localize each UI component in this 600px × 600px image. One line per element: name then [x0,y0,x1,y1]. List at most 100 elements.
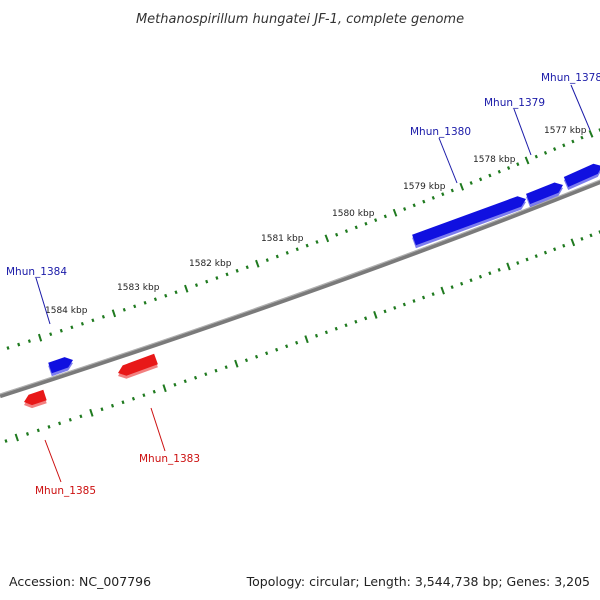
minor-tick [450,188,454,193]
minor-tick [59,328,63,333]
minor-tick [543,250,548,255]
major-tick [184,284,189,293]
kbp-label-1578: 1578 kbp [473,155,516,165]
gene-features [24,163,600,409]
minor-tick [441,192,445,197]
accession-text: Accession: NC_007796 [9,574,152,589]
minor-tick [101,314,105,319]
minor-tick [562,243,566,248]
major-tick [324,234,330,243]
minor-tick [412,299,416,303]
major-tick [14,433,19,442]
minor-tick [215,276,219,280]
minor-tick [552,147,557,152]
minor-tick [122,307,126,312]
minor-tick [49,332,53,337]
major-tick [162,384,167,393]
minor-tick [305,243,309,248]
minor-tick [580,135,584,140]
minor-tick [516,261,520,265]
minor-tick [285,251,289,255]
minor-tick [344,323,348,328]
minor-tick [25,432,30,436]
minor-tick [70,325,74,330]
ruler-labels: 1577 kbp 1578 kbp 1579 kbp 1580 kbp 1581… [45,126,587,316]
minor-tick [422,199,426,204]
minor-tick [193,375,198,380]
minor-tick [58,421,62,426]
minor-tick [543,150,548,155]
gene-labels: Mhun_1378 Mhun_1379 Mhun_1380 Mhun_1384 … [6,72,600,497]
major-tick [255,259,260,268]
gene-arrow-mhun-1378 [563,163,600,187]
genome-backbone [0,179,600,399]
minor-tick [364,316,368,321]
kbp-label-1582: 1582 kbp [189,259,232,269]
minor-tick [142,393,146,398]
minor-tick [80,321,84,326]
topology-text: Topology: circular; Length: 3,544,738 bp… [246,574,590,589]
gene-label-mhun-1384: Mhun_1384 [6,266,67,278]
minor-tick [412,203,416,208]
gene-label-mhun-1383: Mhun_1383 [139,453,200,465]
minor-tick [27,339,31,343]
minor-tick [534,154,538,159]
minor-tick [205,279,209,284]
minor-tick [194,283,199,287]
minor-tick [534,254,538,258]
minor-tick [68,417,72,422]
minor-tick [275,254,279,259]
minor-tick [571,139,575,144]
minor-tick [174,290,178,295]
minor-tick [4,439,8,443]
major-tick [588,129,594,138]
minor-tick [173,382,177,387]
minor-tick [225,272,229,277]
minor-tick [393,306,397,310]
kbp-label-1580: 1580 kbp [332,209,375,219]
minor-tick [460,281,464,286]
gene-label-mhun-1378: Mhun_1378 [541,72,600,84]
minor-tick [214,368,218,373]
gene-leader-line [570,84,591,131]
kbp-label-1581: 1581 kbp [261,234,304,244]
minor-tick [314,333,319,338]
gene-arrow-mhun-1380 [412,196,526,246]
minor-tick [133,304,137,309]
minor-tick [383,214,387,219]
minor-tick [553,247,557,252]
minor-tick [450,285,454,289]
minor-tick [143,300,147,305]
kbp-label-1577: 1577 kbp [544,126,587,136]
gene-arrow-mhun-1385 [24,389,47,406]
gene-leader-line [44,439,62,483]
major-tick [304,335,309,344]
minor-tick [334,326,338,331]
minor-tick [183,379,187,384]
gene-label-mhun-1380: Mhun_1380 [410,126,471,138]
major-tick [440,286,445,295]
minor-tick [469,181,473,185]
major-tick [373,310,378,319]
minor-tick [91,318,95,323]
minor-tick [295,247,299,252]
minor-tick [431,292,435,296]
minor-tick [506,166,511,170]
major-tick [392,208,398,217]
minor-tick [204,372,208,377]
minor-tick [110,403,115,408]
minor-tick [478,177,483,182]
minor-tick [374,218,378,222]
minor-tick [17,342,21,347]
gene-leader-line [35,277,51,325]
minor-tick [364,221,368,226]
minor-tick [235,268,239,273]
minor-tick [354,225,358,230]
minor-tick [315,240,319,244]
major-tick [234,359,239,368]
kbp-label-1584: 1584 kbp [45,306,88,316]
gene-label-mhun-1379: Mhun_1379 [484,97,545,109]
minor-tick [224,365,228,370]
minor-tick [562,143,566,148]
minor-tick [131,396,136,401]
